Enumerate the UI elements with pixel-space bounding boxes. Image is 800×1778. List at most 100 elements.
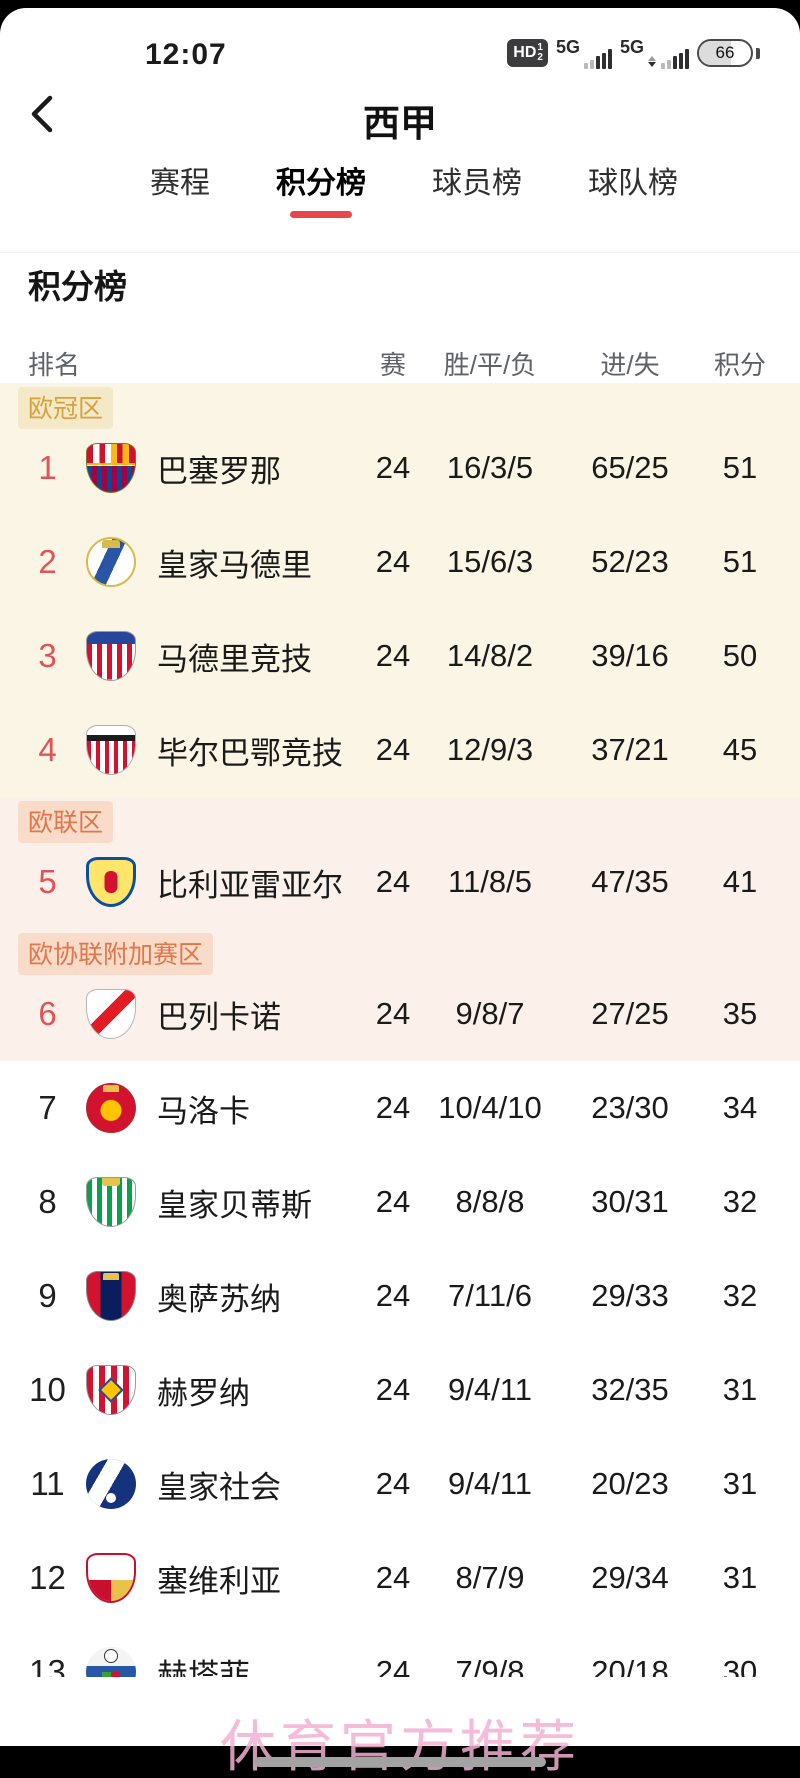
- points-cell: 34: [722, 1090, 758, 1125]
- table-row-atletico[interactable]: 3 马德里竞技 24 14/8/2 39/16 50: [0, 609, 800, 703]
- wdl-cell: 8/7/9: [455, 1560, 525, 1595]
- table-row-getafe[interactable]: 13 赫塔菲 24 7/9/8 20/18 30: [0, 1625, 800, 1677]
- table-row-betis[interactable]: 8 皇家贝蒂斯 24 8/8/8 30/31 32: [0, 1155, 800, 1249]
- zone-label-row: 欧冠区: [0, 383, 800, 429]
- wdl-cell: 9/4/11: [448, 1372, 532, 1407]
- atletico-crest-icon: [86, 631, 136, 681]
- wdl-cell: 14/8/2: [446, 638, 534, 673]
- table-row-bilbao[interactable]: 4 毕尔巴鄂竞技 24 12/9/3 37/21 45: [0, 703, 800, 797]
- team-logo: [75, 725, 147, 775]
- sim1-label: 1: [537, 42, 543, 53]
- team-name: 马德里竞技: [157, 641, 312, 677]
- points-cell: 31: [722, 1466, 758, 1501]
- played-cell: 24: [375, 1560, 411, 1595]
- signal-sim1-icon: 5G: [556, 37, 612, 69]
- points-cell: 50: [722, 638, 758, 673]
- rank-cell: 6: [38, 995, 57, 1032]
- table-row-osasuna[interactable]: 9 奥萨苏纳 24 7/11/6 29/33 32: [0, 1249, 800, 1343]
- goals-cell: 47/35: [591, 864, 669, 899]
- tab-schedule[interactable]: 赛程: [150, 158, 210, 218]
- rank-cell: 2: [38, 543, 57, 580]
- goals-cell: 23/30: [591, 1090, 669, 1125]
- rank-cell: 11: [30, 1465, 65, 1502]
- back-chevron-icon: [31, 95, 53, 133]
- tab-bar: 赛程 积分榜 球员榜 球队榜: [150, 158, 678, 218]
- table-row-real-madrid[interactable]: 2 皇家马德里 24 15/6/3 52/23 51: [0, 515, 800, 609]
- goals-cell: 39/16: [591, 638, 669, 673]
- table-row-sociedad[interactable]: 11 皇家社会 24 9/4/11 20/23 31: [0, 1437, 800, 1531]
- rank-cell: 5: [38, 863, 57, 900]
- wdl-cell: 9/4/11: [448, 1466, 532, 1501]
- team-name: 赫罗纳: [157, 1375, 250, 1411]
- signal-bars-icon: [583, 49, 612, 69]
- mallorca-crest-icon: [86, 1083, 136, 1133]
- played-cell: 24: [375, 1654, 411, 1677]
- team-name: 毕尔巴鄂竞技: [157, 735, 343, 771]
- played-cell: 24: [375, 996, 411, 1031]
- zone-europa: 欧联区 5 比利亚雷亚尔 24 11/8/5 47/35 41: [0, 797, 800, 929]
- rank-cell: 1: [38, 449, 57, 486]
- team-name: 皇家贝蒂斯: [157, 1187, 312, 1223]
- points-cell: 45: [722, 732, 758, 767]
- played-cell: 24: [375, 1090, 411, 1125]
- team-logo: [75, 857, 147, 907]
- rank-cell: 9: [38, 1277, 57, 1314]
- betis-crest-icon: [86, 1177, 136, 1227]
- status-icons: HD 1 2 5G 5G 66: [507, 36, 760, 70]
- zone-label-row: 欧协联附加赛区: [0, 929, 800, 975]
- zone-none: 7 马洛卡 24 10/4/10 23/30 34 8 皇家贝蒂斯 24 8/8…: [0, 1061, 800, 1677]
- goals-cell: 27/25: [591, 996, 669, 1031]
- team-name: 奥萨苏纳: [157, 1281, 281, 1317]
- points-cell: 32: [722, 1184, 758, 1219]
- tab-label: 积分榜: [276, 167, 366, 200]
- home-indicator[interactable]: [254, 1757, 546, 1767]
- tab-standings[interactable]: 积分榜: [276, 158, 366, 218]
- points-cell: 31: [722, 1560, 758, 1595]
- table-row-girona[interactable]: 10 赫罗纳 24 9/4/11 32/35 31: [0, 1343, 800, 1437]
- team-name: 巴塞罗那: [157, 453, 281, 489]
- table-row-barcelona[interactable]: 1 巴塞罗那 24 16/3/5 65/25 51: [0, 421, 800, 515]
- signal-sim2-icon: 5G: [620, 37, 689, 69]
- played-cell: 24: [375, 544, 411, 579]
- points-cell: 41: [722, 864, 758, 899]
- team-name: 皇家社会: [157, 1469, 281, 1505]
- team-logo: [75, 1271, 147, 1321]
- table-header: 排名 赛 胜/平/负 进/失 积分: [0, 348, 800, 382]
- bilbao-crest-icon: [86, 725, 136, 775]
- girona-crest-icon: [86, 1365, 136, 1415]
- team-logo: [75, 443, 147, 493]
- rank-cell: 4: [38, 731, 57, 768]
- col-wdl: 胜/平/负: [443, 350, 537, 380]
- tab-players[interactable]: 球员榜: [432, 158, 522, 218]
- tab-label: 赛程: [150, 167, 210, 200]
- played-cell: 24: [375, 638, 411, 673]
- phone-screen: 12:07 HD 1 2 5G 5G 66: [0, 8, 800, 1746]
- zone-label-europa: 欧联区: [18, 801, 114, 843]
- sociedad-crest-icon: [86, 1459, 136, 1509]
- team-logo: [75, 1459, 147, 1509]
- col-played: 赛: [379, 350, 406, 380]
- team-name: 皇家马德里: [157, 547, 312, 583]
- tab-teams[interactable]: 球队榜: [588, 158, 678, 218]
- table-row-rayo[interactable]: 6 巴列卡诺 24 9/8/7 27/25 35: [0, 967, 800, 1061]
- col-rank: 排名: [28, 350, 81, 380]
- team-logo: [75, 631, 147, 681]
- getafe-crest-icon: [86, 1647, 136, 1677]
- goals-cell: 20/18: [591, 1654, 669, 1677]
- wdl-cell: 7/11/6: [448, 1278, 532, 1313]
- battery-nub: [756, 47, 760, 59]
- villarreal-crest-icon: [86, 857, 136, 907]
- points-cell: 31: [722, 1372, 758, 1407]
- back-button[interactable]: [24, 92, 64, 136]
- table-row-mallorca[interactable]: 7 马洛卡 24 10/4/10 23/30 34: [0, 1061, 800, 1155]
- table-row-villarreal[interactable]: 5 比利亚雷亚尔 24 11/8/5 47/35 41: [0, 835, 800, 929]
- table-row-sevilla[interactable]: 12 塞维利亚 24 8/7/9 29/34 31: [0, 1531, 800, 1625]
- battery-percent: 66: [715, 43, 735, 62]
- rank-cell: 10: [29, 1371, 66, 1408]
- team-name: 塞维利亚: [157, 1563, 281, 1599]
- data-arrows-icon: [648, 56, 656, 67]
- goals-cell: 65/25: [591, 450, 669, 485]
- points-cell: 35: [722, 996, 758, 1031]
- sevilla-crest-icon: [86, 1553, 136, 1603]
- goals-cell: 29/33: [591, 1278, 669, 1313]
